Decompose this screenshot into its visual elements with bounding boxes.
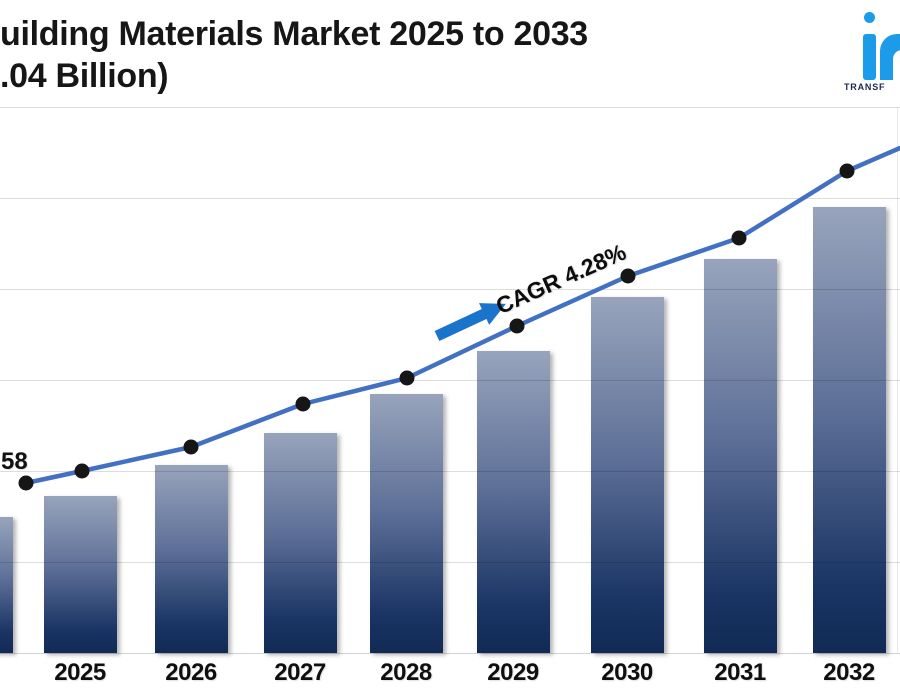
x-axis-label-2030: 2030 — [601, 659, 653, 686]
bar-partial-left — [0, 517, 13, 653]
logo-n-arch-cutout — [893, 50, 900, 81]
chart-title-line1: uilding Materials Market 2025 to 2033 — [0, 15, 588, 53]
x-axis-label-2025: 2025 — [54, 659, 106, 686]
x-axis-label-2026: 2026 — [165, 659, 217, 686]
bar-2032 — [812, 207, 886, 653]
x-axis-label-2029: 2029 — [487, 659, 539, 686]
x-axis-line — [0, 653, 900, 654]
bar-2030 — [590, 297, 664, 653]
bar-2031 — [703, 259, 777, 653]
bar-2025 — [43, 496, 117, 653]
x-axis-label-2031: 2031 — [714, 659, 766, 686]
gridline — [0, 107, 900, 108]
chart-title: uilding Materials Market 2025 to 2033 .0… — [0, 13, 588, 97]
data-point-marker — [18, 475, 34, 491]
gridline — [0, 380, 900, 381]
data-point-marker — [183, 439, 199, 455]
x-axis-label-2028: 2028 — [380, 659, 432, 686]
bar-2029 — [476, 351, 550, 653]
data-point-marker — [731, 230, 747, 246]
x-axis-label-2032: 2032 — [823, 659, 875, 686]
data-point-marker — [295, 396, 311, 412]
data-point-marker — [399, 370, 415, 386]
bar-2026 — [154, 465, 228, 653]
gridline — [0, 471, 900, 472]
data-point-marker — [839, 163, 855, 179]
logo-i-stem-icon — [863, 34, 876, 80]
gridline — [0, 289, 900, 290]
first-point-data-label: 58 — [1, 448, 28, 475]
gridline — [0, 562, 900, 563]
data-point-marker — [509, 318, 525, 334]
logo-tagline: TRANSF — [844, 82, 886, 92]
bar-2027 — [263, 433, 337, 653]
bar-2028 — [369, 394, 443, 653]
chart-title-line2: .04 Billion) — [0, 57, 169, 95]
logo-i-dot-icon — [864, 12, 875, 23]
gridline — [0, 198, 900, 199]
data-point-marker — [620, 268, 636, 284]
x-axis-label-2027: 2027 — [274, 659, 326, 686]
